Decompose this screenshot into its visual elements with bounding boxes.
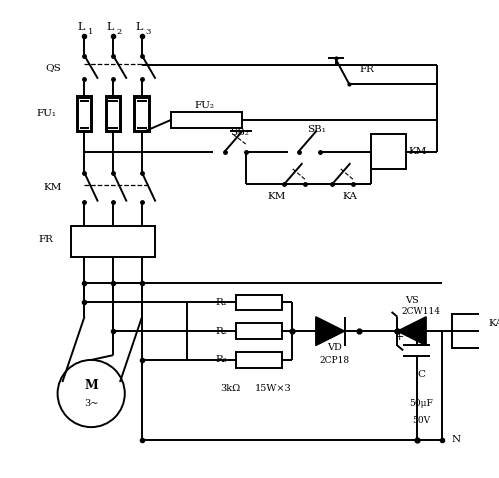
Text: KM: KM — [267, 192, 285, 201]
Polygon shape — [316, 317, 345, 346]
Text: 2CP18: 2CP18 — [320, 357, 350, 365]
Text: KM: KM — [408, 147, 427, 156]
Text: N: N — [452, 435, 461, 444]
Text: 15W×3: 15W×3 — [255, 384, 292, 393]
Text: FR: FR — [38, 236, 53, 244]
Text: FR: FR — [359, 65, 374, 74]
Text: 2CW114: 2CW114 — [402, 307, 441, 316]
Bar — [106, 96, 121, 132]
Bar — [135, 98, 149, 130]
Text: 3kΩ: 3kΩ — [220, 384, 241, 393]
Polygon shape — [397, 317, 426, 346]
Text: R₃: R₃ — [216, 356, 228, 364]
Text: SB₂: SB₂ — [231, 128, 250, 137]
Text: C: C — [417, 370, 425, 379]
Text: L: L — [107, 22, 114, 32]
Text: 1: 1 — [87, 28, 93, 36]
Bar — [71, 226, 156, 257]
Bar — [371, 134, 406, 169]
Text: SB₁: SB₁ — [307, 125, 326, 134]
Text: R₂: R₂ — [216, 326, 228, 336]
Text: FU₂: FU₂ — [195, 101, 215, 110]
Text: M: M — [84, 380, 98, 392]
Text: VS: VS — [405, 296, 419, 305]
Text: FU₁: FU₁ — [36, 109, 56, 118]
Bar — [236, 352, 282, 368]
Text: 50μF: 50μF — [409, 399, 433, 408]
Text: QS: QS — [45, 63, 61, 72]
Text: R₁: R₁ — [216, 298, 228, 307]
Bar — [236, 294, 282, 310]
Bar — [134, 96, 150, 132]
Bar — [236, 324, 282, 339]
Text: VD: VD — [327, 343, 342, 352]
Text: L: L — [136, 22, 143, 32]
Bar — [78, 98, 91, 130]
Text: KM: KM — [43, 183, 62, 192]
Text: +: + — [395, 332, 404, 342]
Bar — [171, 112, 242, 128]
Text: 3~: 3~ — [84, 399, 98, 408]
Text: L: L — [78, 22, 85, 32]
Text: KA: KA — [489, 319, 499, 328]
Bar — [77, 96, 92, 132]
Text: 3: 3 — [145, 28, 151, 36]
Text: KA: KA — [343, 192, 358, 201]
Text: 2: 2 — [116, 28, 122, 36]
Text: 50V: 50V — [412, 416, 431, 425]
Bar — [452, 314, 487, 348]
Bar — [107, 98, 120, 130]
